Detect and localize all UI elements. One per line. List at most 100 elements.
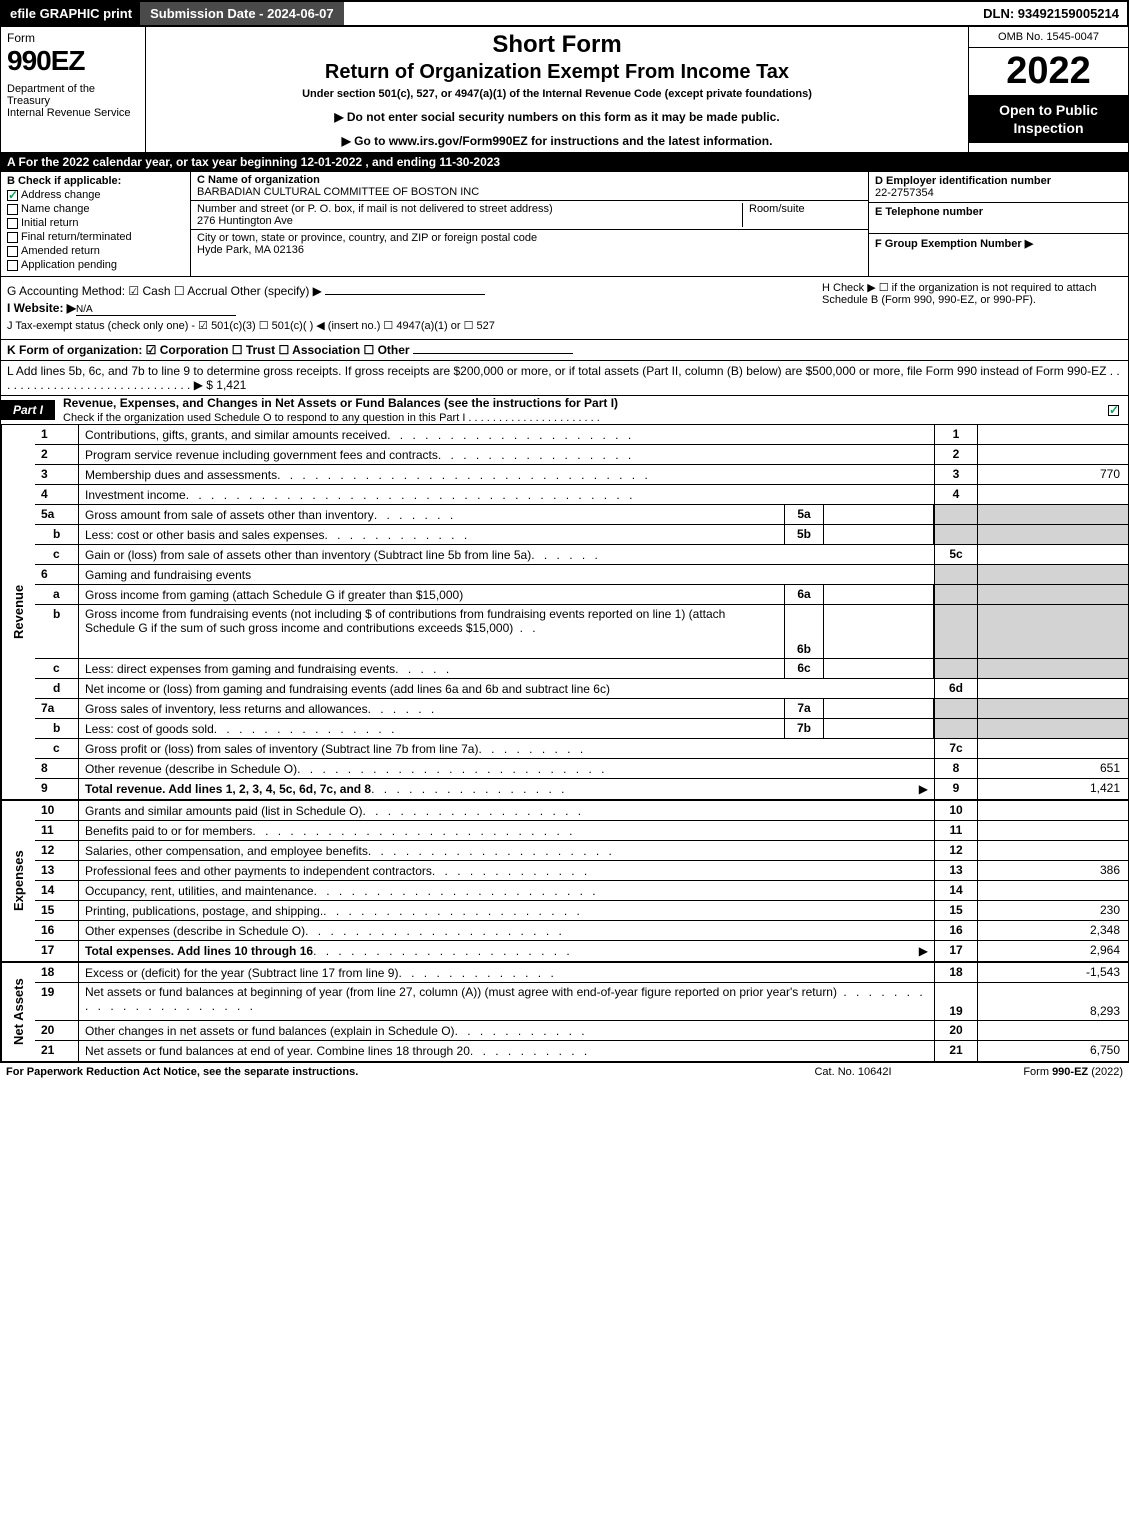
ln-rnum: 14 bbox=[934, 881, 978, 900]
ln-rnum: 17 bbox=[934, 941, 978, 961]
ln-rnum: 6d bbox=[934, 679, 978, 698]
line-g: G Accounting Method: ☑ Cash ☐ Accrual Ot… bbox=[7, 284, 802, 298]
ln-num: 1 bbox=[35, 425, 79, 444]
ln-rnum: 21 bbox=[934, 1041, 978, 1061]
tax-year: 2022 bbox=[969, 48, 1128, 95]
ln-rnum: 16 bbox=[934, 921, 978, 940]
ln-num: 15 bbox=[35, 901, 79, 920]
ln-val: -1,543 bbox=[978, 963, 1128, 982]
ln-rnum-shade bbox=[934, 585, 978, 604]
footer-left: For Paperwork Reduction Act Notice, see … bbox=[6, 1066, 763, 1078]
ln-num: 10 bbox=[35, 801, 79, 820]
ln-rnum-shade bbox=[934, 605, 978, 658]
line-5b: b Less: cost or other basis and sales ex… bbox=[35, 525, 1128, 545]
chk-final-return[interactable]: Final return/terminated bbox=[7, 231, 184, 243]
line-18: 18 Excess or (deficit) for the year (Sub… bbox=[35, 963, 1128, 983]
part1-title: Revenue, Expenses, and Changes in Net As… bbox=[55, 396, 1108, 424]
chk-label: Application pending bbox=[21, 259, 117, 271]
ln-desc: Gross profit or (loss) from sales of inv… bbox=[79, 739, 934, 758]
ln-rnum: 2 bbox=[934, 445, 978, 464]
chk-app-pending[interactable]: Application pending bbox=[7, 259, 184, 271]
ln-num: d bbox=[35, 679, 79, 698]
form-label: Form bbox=[7, 31, 139, 45]
ln-val bbox=[978, 739, 1128, 758]
chk-address-change[interactable]: Address change bbox=[7, 189, 184, 201]
ln-val-shade bbox=[978, 699, 1128, 718]
line-5a: 5a Gross amount from sale of assets othe… bbox=[35, 505, 1128, 525]
ln-val: 770 bbox=[978, 465, 1128, 484]
ln-subnum: 6c bbox=[784, 659, 824, 678]
line-14: 14 Occupancy, rent, utilities, and maint… bbox=[35, 881, 1128, 901]
note-link[interactable]: ▶ Go to www.irs.gov/Form990EZ for instru… bbox=[154, 134, 960, 148]
ln-desc: Contributions, gifts, grants, and simila… bbox=[79, 425, 934, 444]
ln-val-shade bbox=[978, 505, 1128, 524]
part1-tab: Part I bbox=[1, 400, 55, 420]
chk-amended[interactable]: Amended return bbox=[7, 245, 184, 257]
col-b-checkboxes: B Check if applicable: Address change Na… bbox=[1, 172, 191, 276]
row-l: L Add lines 5b, 6c, and 7b to line 9 to … bbox=[0, 361, 1129, 396]
ln-subval bbox=[824, 659, 934, 678]
ln-num: 7a bbox=[35, 699, 79, 718]
line-5c: c Gain or (loss) from sale of assets oth… bbox=[35, 545, 1128, 565]
col-right: D Employer identification number 22-2757… bbox=[868, 172, 1128, 276]
chk-label: Name change bbox=[21, 203, 90, 215]
submission-date: Submission Date - 2024-06-07 bbox=[140, 2, 344, 25]
ln-desc: Gross income from gaming (attach Schedul… bbox=[79, 585, 784, 604]
chk-name-change[interactable]: Name change bbox=[7, 203, 184, 215]
ln-val: 8,293 bbox=[978, 983, 1128, 1020]
dln-label: DLN: 93492159005214 bbox=[975, 2, 1127, 25]
ln-num: 13 bbox=[35, 861, 79, 880]
ln-subval bbox=[824, 505, 934, 524]
line-13: 13 Professional fees and other payments … bbox=[35, 861, 1128, 881]
ln-val bbox=[978, 425, 1128, 444]
ln-val: 230 bbox=[978, 901, 1128, 920]
ln-subnum: 6b bbox=[784, 605, 824, 658]
ln-rnum: 1 bbox=[934, 425, 978, 444]
header-center: Short Form Return of Organization Exempt… bbox=[146, 27, 968, 152]
ln-val bbox=[978, 485, 1128, 504]
ln-rnum: 11 bbox=[934, 821, 978, 840]
ln-rnum-shade bbox=[934, 525, 978, 544]
chk-initial-return[interactable]: Initial return bbox=[7, 217, 184, 229]
ln-rnum: 4 bbox=[934, 485, 978, 504]
ln-desc: Less: cost or other basis and sales expe… bbox=[79, 525, 784, 544]
ln-rnum-shade bbox=[934, 565, 978, 584]
line-6c: c Less: direct expenses from gaming and … bbox=[35, 659, 1128, 679]
chk-label: Amended return bbox=[21, 245, 100, 257]
ln-num: 17 bbox=[35, 941, 79, 961]
part1-check[interactable] bbox=[1108, 403, 1128, 417]
ln-desc: Gross amount from sale of assets other t… bbox=[79, 505, 784, 524]
row-org-name: C Name of organization BARBADIAN CULTURA… bbox=[191, 172, 868, 201]
ln-desc: Other revenue (describe in Schedule O) .… bbox=[79, 759, 934, 778]
side-netassets: Net Assets bbox=[1, 963, 35, 1061]
chk-label: Final return/terminated bbox=[21, 231, 132, 243]
line-6: 6 Gaming and fundraising events bbox=[35, 565, 1128, 585]
ln-rnum-shade bbox=[934, 659, 978, 678]
ln-val bbox=[978, 881, 1128, 900]
f-label: F Group Exemption Number ▶ bbox=[875, 237, 1122, 250]
ln-desc: Printing, publications, postage, and shi… bbox=[79, 901, 934, 920]
ln-val-shade bbox=[978, 719, 1128, 738]
ln-subval bbox=[824, 719, 934, 738]
ln-desc: Grants and similar amounts paid (list in… bbox=[79, 801, 934, 820]
ln-subnum: 7a bbox=[784, 699, 824, 718]
ln-val bbox=[978, 679, 1128, 698]
ln-desc: Membership dues and assessments . . . . … bbox=[79, 465, 934, 484]
ln-desc: Less: direct expenses from gaming and fu… bbox=[79, 659, 784, 678]
ln-val bbox=[978, 841, 1128, 860]
page-footer: For Paperwork Reduction Act Notice, see … bbox=[0, 1062, 1129, 1081]
dept-label: Department of the Treasury Internal Reve… bbox=[7, 83, 139, 119]
city-val: Hyde Park, MA 02136 bbox=[197, 244, 537, 256]
efile-label[interactable]: efile GRAPHIC print bbox=[2, 2, 140, 25]
line-4: 4 Investment income . . . . . . . . . . … bbox=[35, 485, 1128, 505]
line-19: 19 Net assets or fund balances at beginn… bbox=[35, 983, 1128, 1021]
ln-rnum-shade bbox=[934, 719, 978, 738]
ln-rnum: 8 bbox=[934, 759, 978, 778]
ln-num: c bbox=[35, 659, 79, 678]
grid-part1: Revenue 1 Contributions, gifts, grants, … bbox=[0, 425, 1129, 1062]
form-header: Form 990EZ Department of the Treasury In… bbox=[0, 27, 1129, 153]
footer-right: Form 990-EZ (2022) bbox=[943, 1066, 1123, 1078]
line-6b: b Gross income from fundraising events (… bbox=[35, 605, 1128, 659]
ln-rnum: 10 bbox=[934, 801, 978, 820]
ln-rnum-shade bbox=[934, 505, 978, 524]
